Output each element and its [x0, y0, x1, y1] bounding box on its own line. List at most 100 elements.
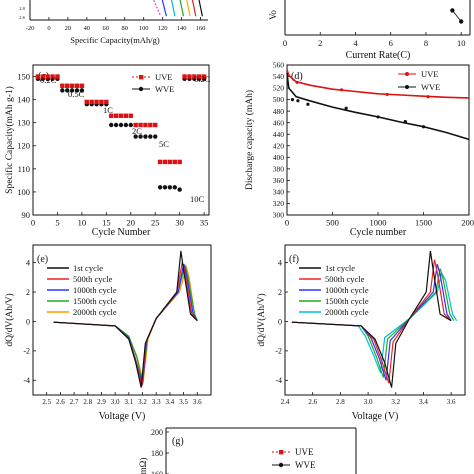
panel-b-xticks: 0 2 4 6 8 10	[283, 32, 465, 48]
panel-c-wve-point	[109, 122, 114, 128]
panel-e-legend-label: 1500th cycle	[73, 296, 117, 306]
panel-c-xtick-label: 10	[78, 218, 87, 228]
panel-a-xticks: -20 0 20 40 60 80 100 120 140 160 2.8 2.6	[19, 6, 205, 32]
panel-c-ytick-label: 110	[18, 164, 30, 174]
panel-e-yticks: -4 -2 0 2 4	[23, 258, 36, 385]
panel-e-ytick-label: -4	[23, 376, 30, 385]
panel-c-wve-point	[153, 134, 158, 139]
panel-c-uve-point	[123, 113, 129, 118]
panel-c-ytick-label: 90	[22, 210, 31, 220]
panel-b-xlabel: Current Rate(C)	[346, 50, 411, 61]
panel-b-series	[450, 8, 464, 24]
panel-c-uve-point	[60, 83, 65, 88]
panel-c-ytick-label: 150	[17, 72, 30, 82]
panel-c-uve-point	[65, 83, 70, 88]
panel-f-series-line	[291, 263, 452, 381]
panel-g-legend-swatch	[279, 450, 284, 455]
panel-c-uve-point	[79, 83, 85, 88]
panel-c-xlabel: Cycle Number	[92, 227, 151, 238]
panel-c-yticks: 90 100 110 120 130 140 150	[17, 72, 36, 220]
panel-a-series-line	[191, 0, 197, 17]
panel-d-legend: UVE WVE	[398, 69, 440, 92]
panel-a-ytick-label: 2.8	[19, 6, 25, 11]
panel-c-uve-point	[55, 74, 60, 79]
panel-c-rate-label: 0.5C	[68, 89, 85, 99]
panel-c-rate-label: 0.2C	[194, 74, 211, 84]
panel-c-wve-point	[167, 185, 173, 190]
panel-c-rate-label: 5C	[159, 139, 169, 149]
panel-a-series-line	[152, 0, 162, 17]
panel-c-legend-label: UVE	[155, 72, 172, 82]
panel-c-ytick-label: 120	[17, 141, 30, 151]
panel-f-xticks: 2.4 2.6 2.8 3.0 3.2 3.4 3.6	[281, 392, 456, 406]
panel-d-wve-point	[290, 98, 295, 102]
panel-d-wve-point	[421, 125, 426, 129]
panel-g-legend: UVE WVE	[272, 447, 316, 470]
panel-c-uve-point	[128, 113, 133, 118]
panel-f-xtick-label: 2.8	[336, 398, 345, 406]
panel-a-series-line	[186, 0, 191, 17]
panel-c-wve-point	[177, 187, 182, 192]
panel-d-xtick-label: 1500	[415, 218, 432, 228]
panel-f-xtick-label: 3.6	[447, 398, 456, 406]
panel-c-rate-label: 1C	[103, 105, 113, 115]
panel-f-series-line	[291, 268, 455, 378]
panel-f-yticks: -4 -2 0 2 4	[275, 258, 288, 385]
panel-g-legend-label: WVE	[295, 460, 316, 470]
panel-b-xtick-label: 0	[283, 38, 287, 48]
panel-c-wve-point	[118, 122, 124, 128]
panel-c-uve-point	[167, 159, 173, 165]
panel-c-uve-point	[113, 113, 119, 118]
panel-c-wve-point	[60, 88, 65, 93]
panel-a-series-line	[161, 0, 167, 17]
panel-d-xtick-label: 500	[326, 218, 339, 228]
panel-c-xtick-label: 35	[200, 218, 209, 228]
panel-e-ytick-label: 4	[26, 258, 30, 267]
panel-c-xticks: 0 5 10 15 20 25 30 35	[31, 212, 208, 228]
panel-e-ylabel: dQ/dV(Ah/V)	[4, 293, 15, 346]
panel-c-wve-point	[113, 122, 119, 128]
panel-c-uve-point	[74, 83, 80, 88]
panel-e-xtick-label: 2.6	[56, 398, 65, 406]
panel-c-wve-point	[128, 122, 133, 128]
panel-c-wve-point	[148, 134, 153, 139]
panel-f-ytick-label: -4	[275, 376, 282, 385]
panel-a-xtick-label: -20	[26, 25, 35, 32]
panel-d-ytick-label: 380	[273, 164, 285, 173]
panel-c-uve-point	[45, 74, 50, 79]
panel-c-uve-point	[157, 159, 163, 165]
panel-c-uve-point	[94, 99, 99, 105]
panel-d-ytick-label: 400	[273, 153, 285, 162]
panel-e-xtick-label: 2.8	[83, 398, 92, 406]
panel-c-xtick-label: 25	[151, 218, 160, 228]
panel-c-xtick-label: 30	[175, 218, 184, 228]
panel-b-ylabel: Vo	[268, 10, 278, 20]
panel-d-xtick-label: 200(	[461, 218, 474, 228]
panel-c-rate-label: 2C	[132, 126, 142, 136]
panel-g-ytick-label: 180	[151, 449, 163, 458]
panel-e-frame	[32, 244, 212, 396]
panel-f-xtick-label: 3.2	[391, 398, 400, 406]
panel-c-ylabel: Specific Capacity(mAh g-1)	[4, 86, 15, 194]
panel-b: Vo 0 2 4 6 8 10 Current Rate(C)	[268, 0, 471, 61]
panel-d-uve-point	[385, 92, 389, 97]
panel-c-wve-point	[143, 134, 148, 139]
panel-a-series-line	[179, 0, 185, 17]
panel-e-xtick-label: 3.0	[111, 398, 120, 406]
panel-d: (d) 300 320 340 360 380 400 420 440 460 480 500 520…	[244, 61, 474, 238]
panel-g-ylabel: mΩ)	[138, 458, 148, 474]
panel-f-xtick-label: 3.0	[364, 398, 373, 406]
panel-c-uve-point	[187, 74, 192, 79]
panel-d-legend-label: WVE	[421, 82, 440, 92]
panel-d-series-line	[286, 69, 470, 99]
panel-d-wve-point	[296, 99, 300, 103]
panel-d-uve-point	[295, 80, 299, 84]
panel-a-xtick-label: 120	[158, 25, 168, 32]
panel-a-series-line	[170, 0, 176, 17]
panel-d-wve-point	[403, 119, 407, 124]
panel-d-legend-swatch	[405, 72, 409, 76]
panel-f-xtick-label: 2.6	[308, 398, 317, 406]
